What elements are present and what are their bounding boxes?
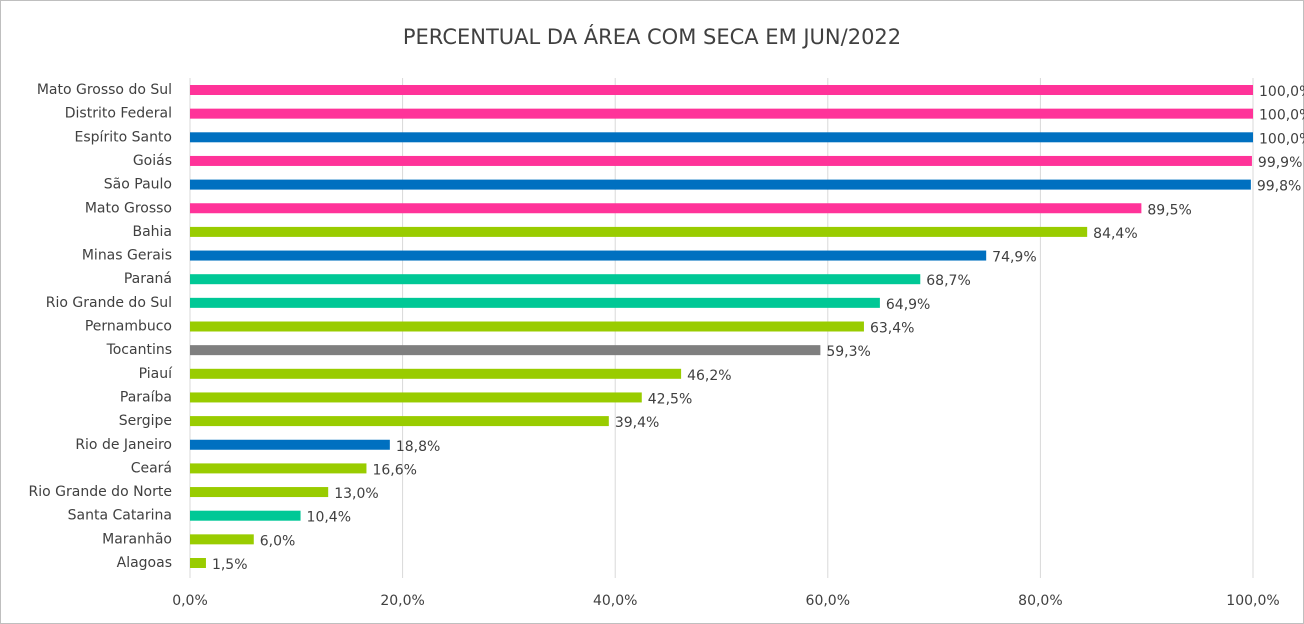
value-label: 1,5% xyxy=(212,557,248,573)
value-label: 74,9% xyxy=(992,250,1036,266)
value-label: 39,4% xyxy=(615,415,659,431)
y-tick-label: Maranhão xyxy=(102,531,172,547)
x-tick-label: 40,0% xyxy=(593,593,637,609)
bar xyxy=(190,510,301,521)
value-label: 99,8% xyxy=(1257,179,1301,195)
y-tick-label: Alagoas xyxy=(117,555,172,571)
y-tick-label: Piauí xyxy=(139,366,173,382)
y-tick-label: Rio Grande do Norte xyxy=(29,484,172,500)
value-label: 100,0% xyxy=(1259,108,1304,124)
chart-title: PERCENTUAL DA ÁREA COM SECA EM JUN/2022 xyxy=(403,24,901,49)
bar xyxy=(190,226,1088,237)
y-tick-label: Distrito Federal xyxy=(65,106,172,122)
y-tick-label: Tocantins xyxy=(106,342,172,358)
bar xyxy=(190,297,880,308)
value-label: 59,3% xyxy=(826,344,870,360)
bar xyxy=(190,487,329,498)
value-label: 100,0% xyxy=(1259,131,1304,147)
value-label: 13,0% xyxy=(334,486,378,502)
y-tick-label: Goiás xyxy=(133,153,172,169)
bar xyxy=(190,108,1253,119)
value-label: 99,9% xyxy=(1258,155,1302,171)
bar xyxy=(190,558,206,568)
value-label: 63,4% xyxy=(870,321,914,337)
bar xyxy=(190,179,1251,190)
y-tick-label: Mato Grosso do Sul xyxy=(37,82,172,98)
bar xyxy=(190,416,609,427)
value-label: 89,5% xyxy=(1147,202,1191,218)
value-label: 16,6% xyxy=(372,462,416,478)
bar xyxy=(190,274,921,285)
value-label: 10,4% xyxy=(307,510,351,526)
bar xyxy=(190,321,864,332)
bar xyxy=(190,463,367,474)
value-label: 84,4% xyxy=(1093,226,1137,242)
x-tick-label: 100,0% xyxy=(1226,593,1279,609)
y-tick-label: Paraíba xyxy=(120,389,172,405)
y-tick-label: Bahia xyxy=(132,224,172,240)
y-tick-label: Minas Gerais xyxy=(82,248,172,264)
x-tick-label: 20,0% xyxy=(380,593,424,609)
y-tick-label: Santa Catarina xyxy=(68,508,172,524)
value-label: 100,0% xyxy=(1259,84,1304,100)
y-tick-label: Sergipe xyxy=(119,413,172,429)
value-label: 68,7% xyxy=(926,273,970,289)
bar xyxy=(190,85,1253,95)
bar xyxy=(190,345,821,356)
bar xyxy=(190,368,682,379)
value-label: 42,5% xyxy=(648,391,692,407)
bar xyxy=(190,392,642,403)
bar xyxy=(190,534,254,545)
y-tick-label: Pernambuco xyxy=(85,319,172,335)
y-tick-label: São Paulo xyxy=(104,177,172,193)
y-tick-label: Espírito Santo xyxy=(75,129,172,145)
y-tick-label: Rio de Janeiro xyxy=(75,437,172,453)
bar xyxy=(190,439,390,450)
value-label: 64,9% xyxy=(886,297,930,313)
y-tick-label: Mato Grosso xyxy=(85,200,172,216)
y-tick-label: Paraná xyxy=(124,271,172,287)
x-tick-label: 60,0% xyxy=(806,593,850,609)
bar xyxy=(190,250,987,261)
y-tick-label: Rio Grande do Sul xyxy=(46,295,172,311)
x-tick-label: 80,0% xyxy=(1018,593,1062,609)
value-label: 18,8% xyxy=(396,439,440,455)
value-label: 46,2% xyxy=(687,368,731,384)
bar xyxy=(190,203,1142,214)
bar xyxy=(190,155,1252,166)
y-tick-label: Ceará xyxy=(131,460,172,476)
value-label: 6,0% xyxy=(260,533,296,549)
x-tick-label: 0,0% xyxy=(172,593,208,609)
bar xyxy=(190,132,1253,143)
